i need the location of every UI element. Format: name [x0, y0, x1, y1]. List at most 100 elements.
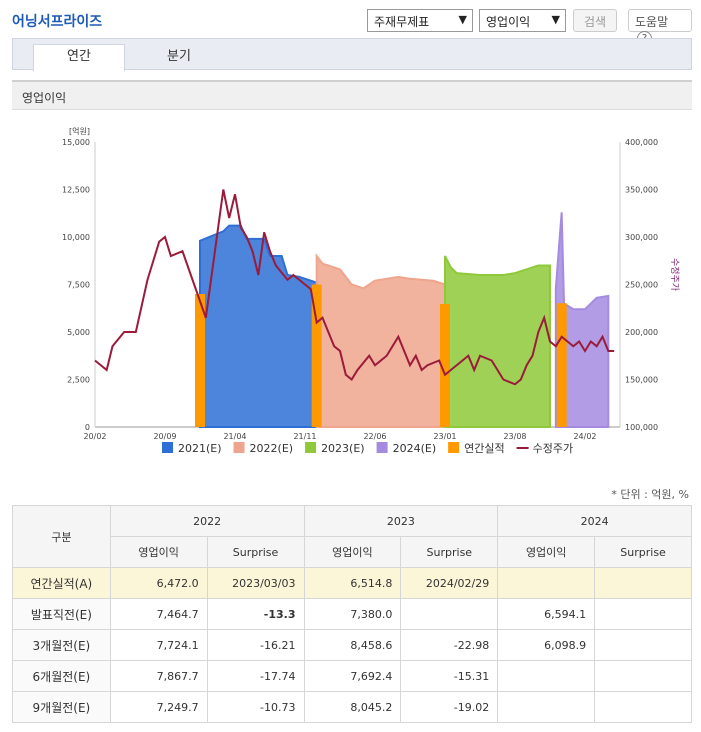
y-tick-label: 15,000 [62, 138, 90, 147]
y-tick-label: 12,500 [62, 186, 90, 195]
x-tick-label: 21/04 [223, 432, 246, 441]
sub-header: Surprise [594, 536, 692, 568]
table-cell: 7,724.1 [109, 629, 208, 661]
sub-header: 영업이익 [109, 536, 208, 568]
y-right-tick-label: 100,000 [625, 423, 658, 432]
row-label: 6개월전(E) [12, 660, 111, 692]
unit-note: * 단위 : 억원, % [611, 488, 689, 501]
table-cell: -13.3 [206, 598, 305, 630]
x-tick-label: 24/02 [573, 432, 596, 441]
actual-bar [440, 304, 450, 427]
chevron-down-icon: ▼ [551, 13, 560, 26]
legend-label: 2024(E) [393, 442, 437, 455]
actual-bar [195, 294, 205, 427]
x-tick-label: 20/02 [83, 432, 106, 441]
table-cell: -10.73 [206, 691, 305, 723]
sub-header: 영업이익 [497, 536, 596, 568]
legend-swatch [448, 442, 460, 453]
x-tick-label: 21/11 [293, 432, 316, 441]
year-header: 2022 [109, 505, 305, 537]
statement-select[interactable]: 주재무제표 ▼ [367, 9, 473, 32]
row-label: 연간실적(A) [12, 567, 111, 599]
table-cell [594, 598, 692, 630]
sub-header: Surprise [400, 536, 499, 568]
y-tick-label: 10,000 [62, 233, 90, 242]
legend-label: 수정주가 [533, 442, 573, 455]
top-bar: 어닝서프라이즈 주재무제표▼ 영업이익▼ 검색 도움말? [0, 0, 701, 46]
chevron-down-icon: ▼ [458, 13, 467, 26]
table-cell: -19.02 [400, 691, 499, 723]
table-cell [497, 691, 596, 723]
table-cell [497, 567, 596, 599]
col-group-header: 구분 [12, 505, 111, 568]
table-cell: -17.74 [206, 660, 305, 692]
table-cell: 6,514.8 [303, 567, 402, 599]
estimate-area [444, 255, 551, 428]
table-cell [594, 567, 692, 599]
table-row: 발표직전(E) 7,464.7 -13.3 7,380.0 6,594.1 [12, 598, 692, 630]
period-tabs: 연간 분기 [12, 38, 692, 71]
table-cell [400, 598, 499, 630]
actual-bar [311, 284, 322, 427]
table-cell [594, 691, 692, 723]
tab-quarterly[interactable]: 분기 [167, 49, 191, 64]
metric-select[interactable]: 영업이익 ▼ [479, 9, 566, 32]
table-cell: 7,464.7 [109, 598, 208, 630]
earnings-chart: 0 2,500 5,000 7,500 10,000 12,500 15,000 100,00… [62, 126, 680, 455]
legend-label: 2021(E) [178, 442, 222, 455]
tab-annual[interactable]: 연간 [33, 44, 125, 71]
row-label: 3개월전(E) [12, 629, 111, 661]
table-cell: 6,594.1 [497, 598, 596, 630]
y-right-tick-label: 300,000 [625, 233, 658, 242]
earnings-table: 구분 2022 2023 2024 영업이익 Surprise 영업이익 Surpri… [12, 505, 692, 723]
help-button[interactable]: 도움말? [628, 9, 692, 46]
y-unit-label: [억원] [69, 126, 90, 136]
year-header: 2024 [497, 505, 692, 537]
table-row: 3개월전(E) 7,724.1 -16.21 8,458.6 -22.98 6,098.9 [12, 629, 692, 661]
y-tick-label: 0 [85, 423, 90, 432]
table-row: 연간실적(A) 6,472.0 2023/03/03 6,514.8 2024/02/2… [12, 567, 692, 599]
y-right-tick-label: 200,000 [625, 328, 658, 337]
y-tick-label: 2,500 [67, 376, 90, 385]
table-cell: -22.98 [400, 629, 499, 661]
table-cell: 7,380.0 [303, 598, 402, 630]
table-cell: 6,472.0 [109, 567, 208, 599]
legend-swatch [376, 442, 388, 453]
section-title: 영업이익 [12, 80, 692, 110]
x-tick-label: 23/01 [433, 432, 456, 441]
legend-label: 2022(E) [250, 442, 294, 455]
estimate-area [315, 253, 446, 428]
search-button[interactable]: 검색 [573, 9, 618, 32]
y-tick-label: 7,500 [67, 281, 90, 290]
x-tick-label: 22/06 [363, 432, 386, 441]
y-right-tick-label: 150,000 [625, 376, 658, 385]
table-cell [594, 629, 692, 661]
row-label: 발표직전(E) [12, 598, 111, 630]
table-cell: 2023/03/03 [206, 567, 305, 599]
table-cell: 8,458.6 [303, 629, 402, 661]
x-tick-label: 20/09 [153, 432, 176, 441]
table-cell: -15.31 [400, 660, 499, 692]
estimate-area [199, 224, 318, 428]
legend-swatch [233, 442, 245, 453]
table-cell [497, 660, 596, 692]
y-right-tick-label: 400,000 [625, 138, 658, 147]
y-tick-label: 5,000 [67, 328, 90, 337]
legend-label: 연간실적 [464, 442, 504, 455]
y-right-tick-label: 250,000 [625, 281, 658, 290]
actual-bar [556, 303, 567, 427]
table-row: 9개월전(E) 7,249.7 -10.73 8,045.2 -19.02 [12, 691, 692, 723]
price-line [94, 189, 615, 386]
table-cell: -16.21 [206, 629, 305, 661]
table-cell: 7,249.7 [109, 691, 208, 723]
y-right-label: 수정주가 [669, 258, 680, 291]
legend-swatch [305, 442, 317, 453]
row-label: 9개월전(E) [12, 691, 111, 723]
page-title: 어닝서프라이즈 [12, 14, 103, 30]
table-cell: 2024/02/29 [400, 567, 499, 599]
year-header: 2023 [303, 505, 499, 537]
legend-label: 2023(E) [321, 442, 365, 455]
table-cell: 7,692.4 [303, 660, 402, 692]
sub-header: Surprise [206, 536, 305, 568]
table-row: 6개월전(E) 7,867.7 -17.74 7,692.4 -15.31 [12, 660, 692, 692]
